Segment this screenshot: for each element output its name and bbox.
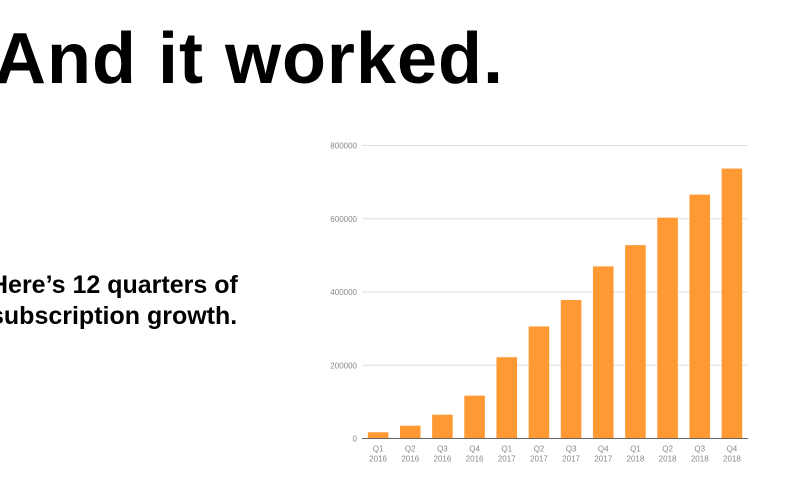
bar bbox=[689, 194, 711, 439]
slide-title: And it worked. bbox=[0, 19, 505, 99]
x-tick-label: Q3 bbox=[566, 445, 577, 454]
x-tick-label: Q1 bbox=[501, 445, 512, 454]
bar bbox=[592, 266, 614, 439]
y-tick-label: 600000 bbox=[330, 215, 357, 224]
x-tick-label: 2017 bbox=[498, 455, 516, 464]
x-tick-label: Q4 bbox=[727, 445, 738, 454]
y-tick-label: 800000 bbox=[330, 142, 357, 151]
x-tick-label: Q3 bbox=[437, 445, 448, 454]
x-tick-label: 2017 bbox=[562, 455, 580, 464]
x-tick-label: Q1 bbox=[630, 445, 641, 454]
bar bbox=[432, 414, 453, 439]
y-tick-label: 200000 bbox=[330, 361, 357, 370]
x-tick-label: Q1 bbox=[373, 445, 384, 454]
bar bbox=[721, 168, 743, 439]
x-tick-label: 2016 bbox=[434, 455, 452, 464]
y-tick-label: 400000 bbox=[330, 288, 357, 297]
bar bbox=[496, 357, 518, 439]
x-tick-label: 2018 bbox=[691, 455, 709, 464]
bar bbox=[399, 425, 421, 439]
x-tick-label: 2018 bbox=[723, 455, 741, 464]
x-tick-label: 2016 bbox=[466, 455, 484, 464]
bar bbox=[528, 326, 550, 439]
bar bbox=[367, 432, 389, 439]
x-tick-label: 2016 bbox=[401, 455, 419, 464]
x-tick-label: Q3 bbox=[694, 445, 705, 454]
x-tick-label: 2017 bbox=[594, 455, 612, 464]
y-tick-label: 0 bbox=[353, 435, 358, 444]
bar bbox=[560, 300, 582, 439]
slide-subtitle: Here’s 12 quarters of subscription growt… bbox=[0, 270, 238, 332]
x-tick-label: 2018 bbox=[659, 455, 677, 464]
bar bbox=[625, 245, 646, 439]
subtitle-line-2: subscription growth. bbox=[0, 302, 238, 330]
subtitle-line-1: Here’s 12 quarters of bbox=[0, 271, 238, 299]
x-tick-label: 2016 bbox=[369, 455, 387, 464]
x-tick-label: Q2 bbox=[405, 445, 416, 454]
bar bbox=[464, 395, 485, 439]
x-tick-label: 2017 bbox=[530, 455, 548, 464]
x-tick-label: Q2 bbox=[662, 445, 673, 454]
x-tick-label: Q4 bbox=[469, 445, 480, 454]
bar bbox=[657, 217, 678, 439]
x-tick-label: 2018 bbox=[627, 455, 645, 464]
x-tick-label: Q2 bbox=[534, 445, 545, 454]
x-tick-label: Q4 bbox=[598, 445, 609, 454]
